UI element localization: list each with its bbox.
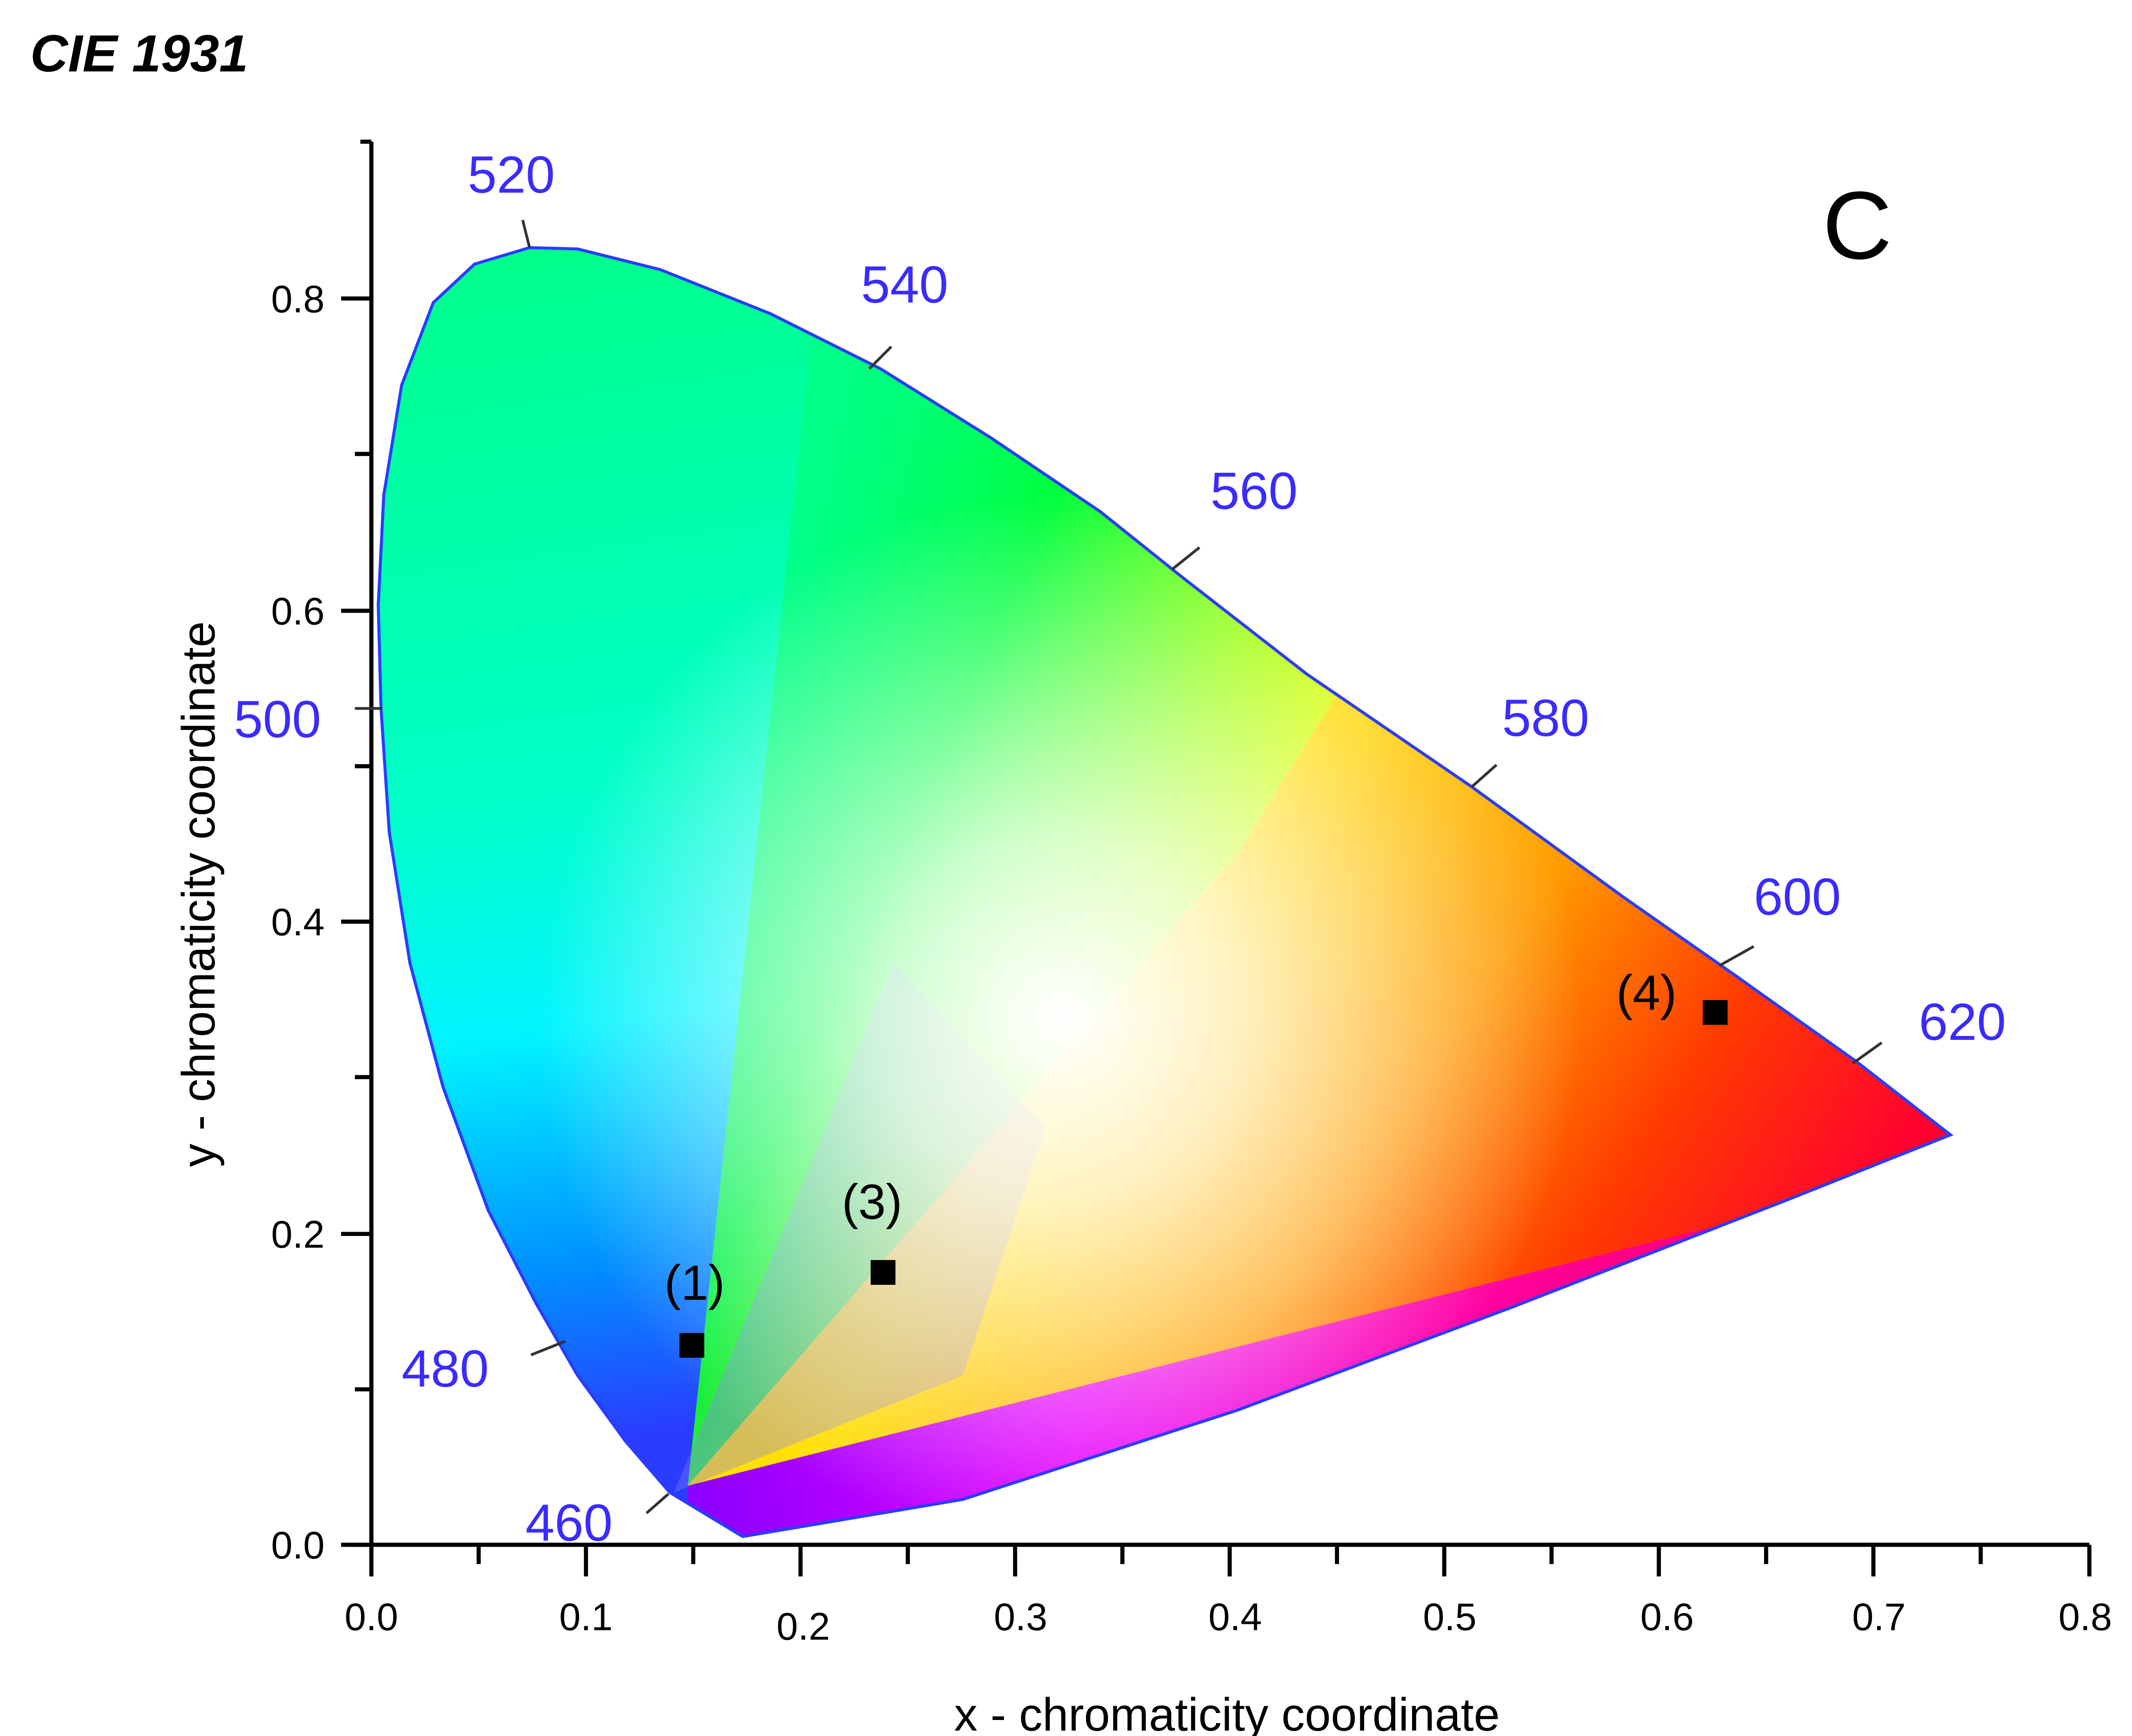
wl-label-520: 520 (468, 145, 555, 204)
wavelength-ticks (355, 219, 1883, 1514)
data-point-3 (871, 1260, 896, 1285)
x-axis-title: x - chromaticity coordinate (954, 1688, 1500, 1736)
data-point-3-label: (3) (842, 1174, 903, 1229)
data-point-1 (679, 1333, 704, 1358)
y-tick-label: 0.0 (271, 1523, 325, 1567)
wl-label-480: 480 (402, 1339, 489, 1398)
data-point-4 (1703, 1000, 1728, 1025)
y-tick-label: 0.8 (271, 277, 325, 320)
wavelength-labels: 460 480 500 520 540 560 580 600 620 (234, 145, 2006, 1552)
x-tick-label: 0.1 (559, 1595, 613, 1638)
y-tick-label: 0.4 (271, 900, 325, 944)
wl-label-600: 600 (1754, 868, 1841, 926)
x-axis (351, 1542, 2092, 1577)
wl-label-460: 460 (526, 1494, 613, 1552)
wl-label-500: 500 (234, 690, 321, 749)
x-tick-label: 0.6 (1640, 1595, 1694, 1638)
corner-title: CIE 1931 (30, 24, 248, 83)
wl-label-620: 620 (1919, 993, 2006, 1051)
data-point-1-label: (1) (664, 1255, 725, 1311)
wl-label-560: 560 (1210, 462, 1297, 520)
panel-label: C (1822, 172, 1892, 279)
x-tick-label: 0.0 (345, 1595, 398, 1638)
x-tick-label: 0.4 (1208, 1595, 1262, 1638)
wl-label-540: 540 (861, 255, 948, 314)
y-axis-title: y - chromaticity coordinate (172, 621, 225, 1167)
x-tick-label: 0.7 (1852, 1595, 1906, 1638)
y-tick-label: 0.6 (271, 590, 325, 633)
wl-label-580: 580 (1502, 689, 1589, 747)
x-tick-label: 0.2 (777, 1605, 830, 1648)
x-tick-label: 0.8 (2058, 1595, 2112, 1638)
x-tick-label: 0.3 (994, 1595, 1048, 1638)
y-axis (341, 139, 374, 1547)
data-point-4-label: (4) (1616, 965, 1677, 1020)
data-points: (1) (3) (4) (664, 965, 1728, 1358)
y-tick-label: 0.2 (271, 1213, 325, 1256)
chromaticity-diagram (378, 247, 1951, 1537)
x-tick-label: 0.5 (1423, 1595, 1477, 1638)
